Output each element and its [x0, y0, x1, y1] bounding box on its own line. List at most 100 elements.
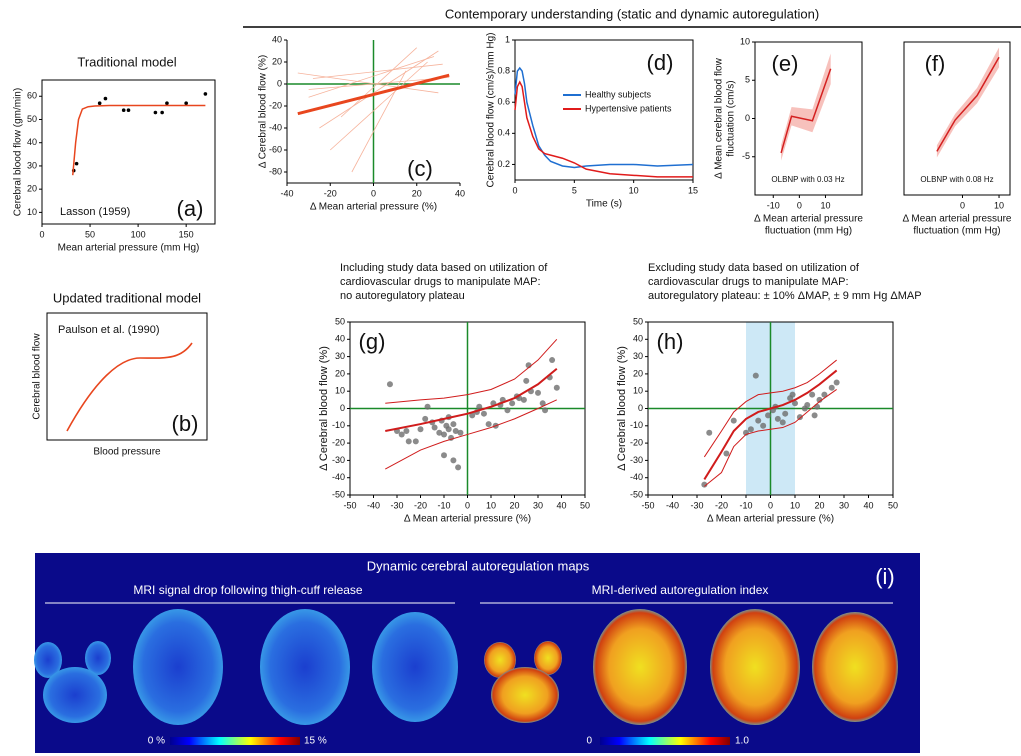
x-tick-label: -10 [437, 500, 450, 510]
panel-label: (a) [177, 196, 204, 221]
data-point [431, 424, 438, 431]
x-tick-label: -50 [641, 500, 654, 510]
y-tick-label: 5 [745, 75, 750, 85]
x-tick-label: 10 [994, 200, 1004, 210]
x-tick-label: 50 [888, 500, 898, 510]
data-line [308, 56, 435, 98]
x-tick-label: 20 [509, 500, 519, 510]
data-point [542, 407, 549, 414]
y-tick-label: 0 [340, 403, 345, 413]
data-line [329, 61, 428, 151]
data-line [514, 80, 693, 178]
x-tick-label: -10 [739, 500, 752, 510]
data-point [833, 379, 840, 386]
data-point [160, 110, 164, 115]
map-title: MRI signal drop following thigh-cuff rel… [133, 583, 363, 597]
data-point [779, 419, 786, 426]
annotation: Lasson (1959) [60, 206, 130, 218]
data-point [403, 427, 410, 434]
header: Contemporary understanding (static and d… [445, 6, 819, 21]
x-tick-label: 50 [580, 500, 590, 510]
y-tick-label: 40 [633, 334, 643, 344]
x-tick-label: 100 [131, 229, 146, 239]
x-tick-label: 0 [371, 188, 376, 198]
data-point [789, 391, 796, 398]
data-point [476, 403, 483, 410]
colorbar-max: 1.0 [735, 736, 749, 747]
colorbar-max: 15 % [304, 736, 327, 747]
y-tick-label: 0 [638, 403, 643, 413]
data-point [760, 422, 767, 429]
data-line [297, 73, 450, 116]
data-point [814, 403, 821, 410]
x-axis-label: Mean arterial pressure (mm Hg) [58, 243, 200, 254]
data-line [312, 63, 443, 79]
x-tick-label: -30 [390, 500, 403, 510]
data-point [450, 457, 457, 464]
y-tick-label: 40 [335, 334, 345, 344]
data-line [780, 68, 832, 154]
x-axis-label: Time (s) [586, 199, 622, 210]
data-line [936, 56, 1000, 152]
data-point [811, 412, 818, 419]
x-axis-label: fluctuation (mm Hg) [765, 226, 852, 237]
data-point [412, 438, 419, 445]
colorbar [170, 737, 300, 745]
data-point [480, 410, 487, 417]
data-point [386, 381, 393, 388]
y-tick-label: -40 [269, 122, 282, 132]
y-axis-label: Δ Cerebral blood flow (%) [258, 55, 269, 168]
y-tick-label: 0 [745, 113, 750, 123]
x-axis-label: fluctuation (mm Hg) [913, 226, 1000, 237]
data-point [520, 396, 527, 403]
y-tick-label: 20 [272, 56, 282, 66]
y-tick-label: -20 [630, 437, 643, 447]
data-line [514, 66, 694, 169]
maps-title: Dynamic cerebral autoregulation maps [367, 558, 590, 573]
y-tick-label: 0 [277, 78, 282, 88]
data-point [405, 438, 412, 445]
y-tick-label: -30 [630, 455, 643, 465]
x-axis-label: Δ Mean arterial pressure (%) [404, 514, 531, 525]
data-point [398, 431, 405, 438]
y-tick-label: 10 [740, 36, 750, 46]
y-tick-label: 40 [27, 137, 37, 147]
y-tick-label: -60 [269, 144, 282, 154]
x-tick-label: 15 [688, 185, 698, 195]
data-point [821, 391, 828, 398]
x-tick-label: 0 [465, 500, 470, 510]
colorbar-min: 0 [586, 736, 592, 747]
data-line [704, 389, 837, 487]
panel-note: Including study data based on utilizatio… [340, 262, 548, 274]
x-tick-label: 20 [412, 188, 422, 198]
data-point [441, 452, 447, 459]
y-tick-label: 30 [335, 351, 345, 361]
data-point [539, 400, 546, 407]
data-line [703, 359, 837, 458]
x-tick-label: 10 [486, 500, 496, 510]
data-line [319, 50, 439, 129]
x-axis-label: Δ Mean arterial pressure (%) [707, 514, 834, 525]
data-point [504, 407, 511, 414]
panel-note: cardiovascular drugs to manipulate MAP: [648, 276, 849, 288]
data-point [469, 412, 476, 419]
data-point [455, 464, 462, 471]
panel-title: Traditional model [77, 54, 176, 69]
panel-note: no autoregulatory plateau [340, 290, 465, 302]
data-line [385, 399, 558, 470]
data-point [792, 400, 798, 407]
y-tick-label: -20 [269, 100, 282, 110]
legend-label: Healthy subjects [585, 89, 652, 99]
x-tick-label: 30 [533, 500, 543, 510]
x-tick-label: -40 [666, 500, 679, 510]
data-point [450, 421, 457, 428]
x-tick-label: -20 [715, 500, 728, 510]
panel-title: Updated traditional model [53, 290, 201, 305]
x-tick-label: -20 [324, 188, 337, 198]
data-point [126, 108, 131, 112]
data-point [184, 101, 188, 106]
brain-maps-left [34, 609, 458, 725]
x-tick-label: 0 [768, 500, 773, 510]
x-tick-label: 40 [455, 188, 465, 198]
y-tick-label: 40 [272, 34, 282, 44]
